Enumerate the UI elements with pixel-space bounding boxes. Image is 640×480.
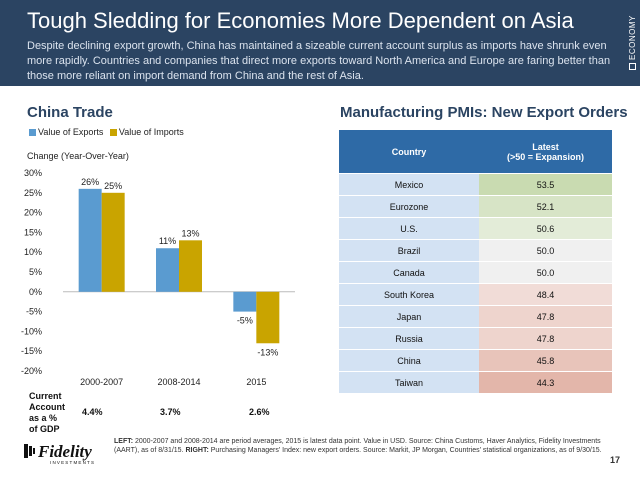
data-label: 25% (104, 181, 122, 191)
pmi-value-cell: 50.0 (479, 261, 612, 284)
section-tag: ECONOMY (612, 0, 640, 86)
pmi-value-cell: 50.6 (479, 217, 612, 240)
bar-imports (256, 291, 280, 344)
logo-subtext: INVESTMENTS (50, 460, 95, 465)
pmi-country-cell: South Korea (339, 283, 479, 306)
table-row: South Korea 48.4 (339, 283, 612, 306)
pmi-country-cell: Brazil (339, 239, 479, 262)
bar-exports (233, 291, 257, 312)
current-account-label-line: as a % (29, 413, 58, 423)
bar-exports (156, 248, 179, 292)
legend-swatch-exports (29, 129, 36, 136)
pmi-value-cell: 44.3 (479, 371, 612, 393)
y-tick-label: 20% (24, 208, 42, 218)
pmi-country-cell: Japan (339, 305, 479, 328)
x-tick-label: 2015 (246, 377, 266, 387)
legend-swatch-imports (109, 129, 117, 136)
column-header-latest: Latest (>50 = Expansion) (479, 130, 612, 174)
china-trade-title: China Trade (27, 104, 113, 121)
footnote-left-text: 2000-2007 and 2008-2014 are period avera… (114, 438, 601, 454)
header-banner: Tough Sledding for Economies More Depend… (0, 0, 640, 86)
pmi-country-cell: Eurozone (339, 195, 479, 218)
bar-exports (78, 188, 102, 292)
table-row: U.S. 50.6 (339, 217, 612, 240)
pmi-country-cell: Russia (339, 327, 479, 350)
column-header-country: Country (339, 130, 479, 174)
page-number: 17 (610, 455, 621, 465)
y-tick-label: 30% (24, 168, 42, 178)
logo-wordmark: Fidelity (37, 442, 92, 461)
pmi-value-cell: 50.0 (479, 239, 612, 262)
chart-legend: Value of Exports Value of Imports (29, 127, 188, 137)
china-trade-chart: 30% 25% 20% 15% 10% 5% 0% -5% -10% -15% -20% 26% 25%… (21, 168, 295, 387)
y-tick-label: 0% (29, 287, 42, 297)
pmi-table-header: Country Latest (>50 = Expansion) (339, 130, 612, 174)
footnote-left-label: LEFT: (114, 438, 134, 445)
page-title: Tough Sledding for Economies More Depend… (27, 8, 574, 33)
legend-label-imports: Value of Imports (118, 127, 184, 137)
section-tag-label: ECONOMY (628, 15, 637, 60)
pmi-value-cell: 48.4 (479, 283, 612, 306)
pmi-country-cell: U.S. (339, 217, 479, 240)
page-subtitle: Despite declining export growth, China h… (27, 40, 611, 82)
pmi-value-cell: 45.8 (479, 349, 612, 372)
column-header-latest-line1: Latest (532, 141, 559, 152)
y-tick-label: -10% (21, 326, 42, 336)
pmi-value-cell: 47.8 (479, 305, 612, 328)
legend-item-imports: Value of Imports (109, 127, 184, 137)
legend-item-exports: Value of Exports (29, 127, 103, 137)
legend-label-exports: Value of Exports (38, 127, 104, 137)
pmi-value-cell: 47.8 (479, 327, 612, 350)
bar-imports (179, 240, 202, 292)
table-row: Japan 47.8 (339, 305, 612, 328)
table-row: Taiwan 44.3 (339, 371, 612, 393)
current-account-value-2015: 2.6% (249, 407, 270, 417)
y-tick-label: 5% (29, 267, 42, 277)
fidelity-logo: Fidelity INVESTMENTS (24, 442, 95, 465)
y-tick-label: 10% (24, 247, 42, 257)
pmi-table-body: Mexico 53.5 Eurozone 52.1 U.S. 50.6 Brazil 50.0… (339, 173, 612, 393)
table-row: Russia 47.8 (339, 327, 612, 350)
column-header-latest-line2: (>50 = Expansion) (506, 151, 585, 162)
x-tick-label: 2008-2014 (157, 377, 200, 387)
data-label: -5% (237, 316, 253, 326)
x-tick-label: 2000-2007 (80, 377, 123, 387)
table-row: Eurozone 52.1 (339, 195, 612, 218)
current-account-label: Current Account as a % of GDP (29, 391, 89, 435)
footnote: LEFT: 2000-2007 and 2008-2014 are period… (114, 437, 604, 455)
y-tick-label: -20% (21, 366, 42, 376)
current-account-value-2008-2014: 3.7% (160, 407, 181, 417)
pmi-country-cell: Canada (339, 261, 479, 284)
y-tick-label: -15% (21, 346, 42, 356)
data-label: -13% (257, 347, 278, 357)
current-account-label-line: Current (29, 391, 62, 401)
pmi-value-cell: 53.5 (479, 173, 612, 196)
y-axis-caption: Change (Year-Over-Year) (27, 151, 129, 161)
section-box-icon (629, 63, 637, 70)
data-label: 11% (159, 236, 176, 246)
current-account-label-line: of GDP (29, 424, 60, 434)
pmi-country-cell: Taiwan (339, 371, 479, 393)
y-tick-label: 25% (24, 188, 42, 198)
pmi-title: Manufacturing PMIs: New Export Orders (340, 104, 628, 121)
y-tick-label: -5% (26, 307, 42, 317)
y-tick-label: 15% (24, 227, 42, 237)
current-account-label-line: Account (29, 402, 65, 412)
pmi-country-cell: China (339, 349, 479, 372)
current-account-value-2000-2007: 4.4% (82, 407, 103, 417)
footnote-right-label: RIGHT: (185, 447, 209, 454)
table-row: Canada 50.0 (339, 261, 612, 284)
table-row: Mexico 53.5 (339, 173, 612, 196)
footnote-right-text: Purchasing Managers' Index: new export o… (208, 447, 602, 454)
table-row: China 45.8 (339, 349, 612, 372)
bar-imports (101, 192, 125, 292)
table-row: Brazil 50.0 (339, 239, 612, 262)
pmi-value-cell: 52.1 (479, 195, 612, 218)
pmi-table: Country Latest (>50 = Expansion) Mexico 5… (339, 130, 612, 393)
pmi-country-cell: Mexico (339, 173, 479, 196)
data-label: 26% (81, 177, 99, 187)
data-label: 13% (181, 228, 199, 238)
